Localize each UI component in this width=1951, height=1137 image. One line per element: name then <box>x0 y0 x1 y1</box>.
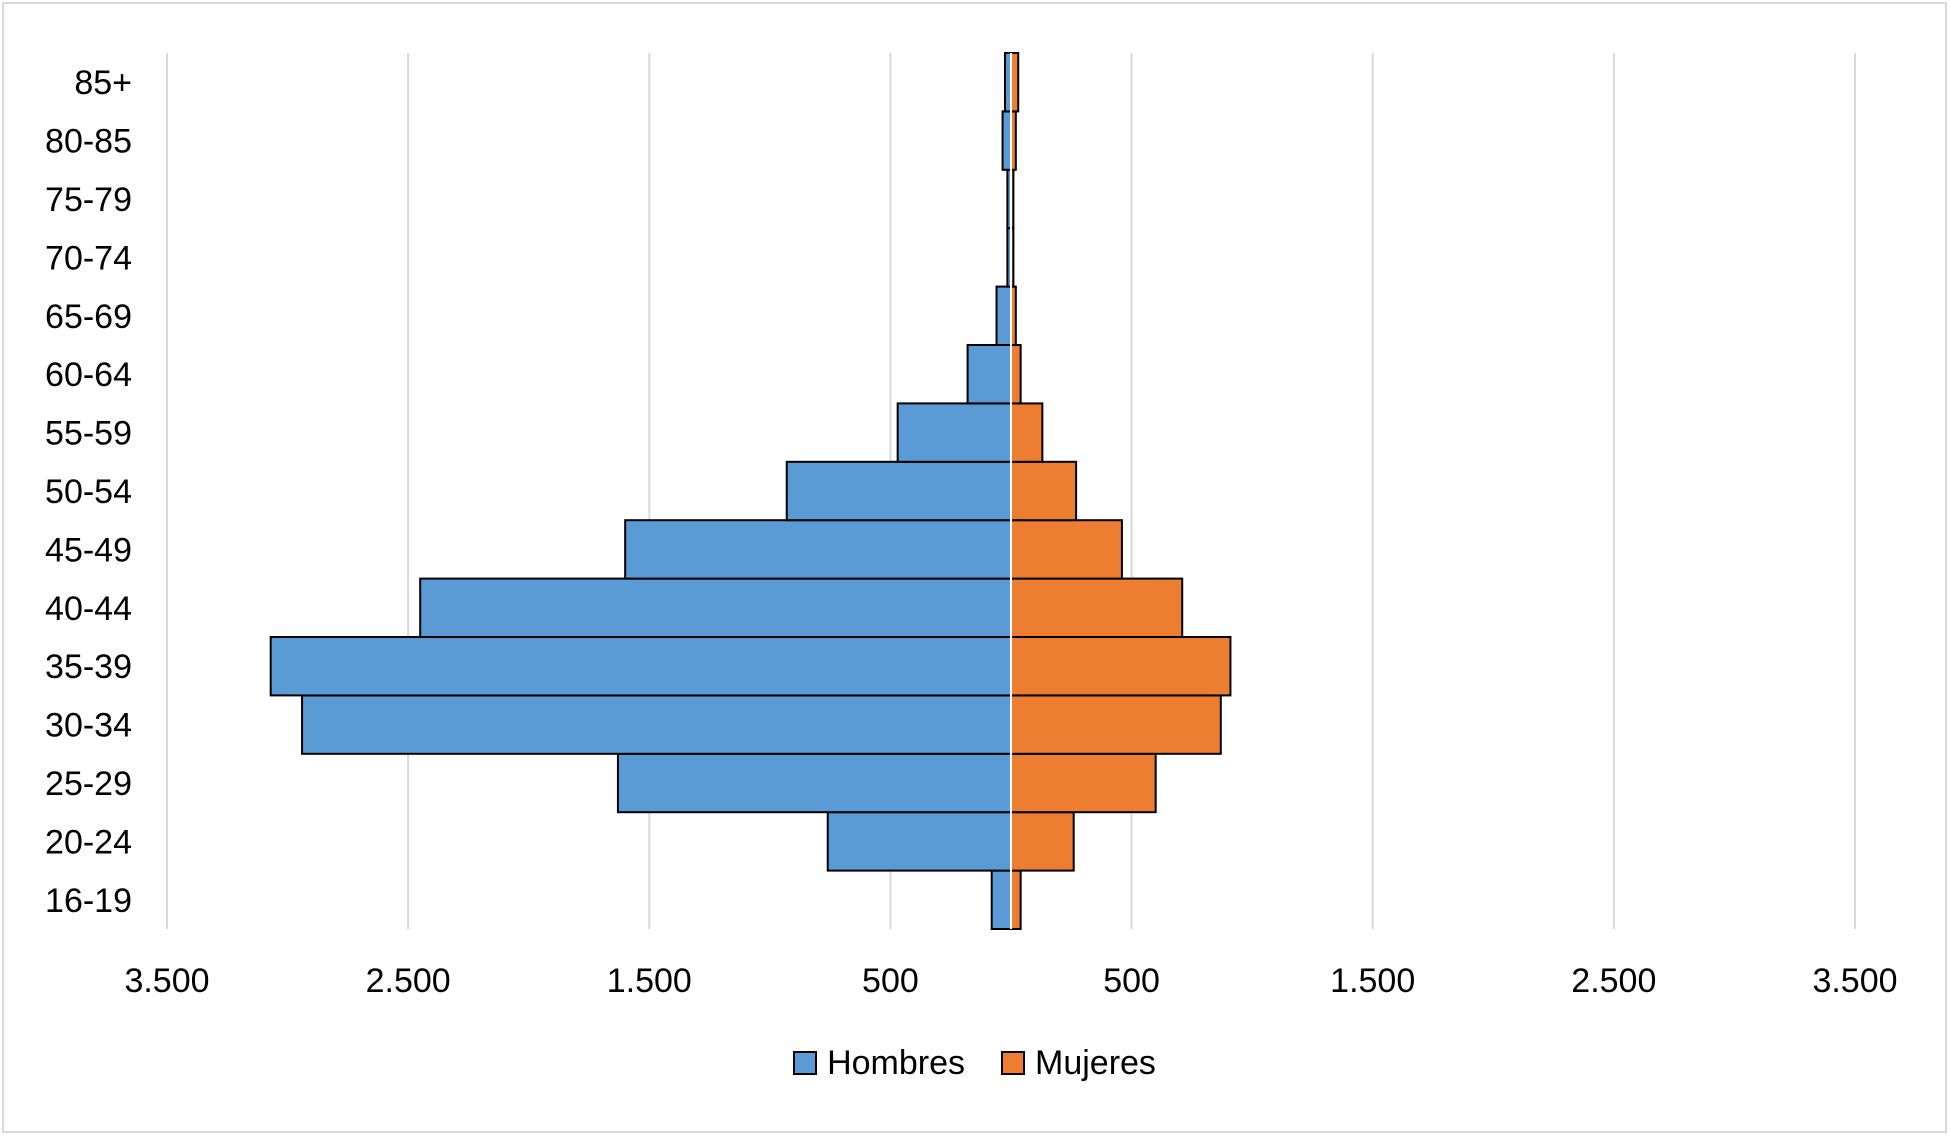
bar-hombres-65-69 <box>995 285 1013 347</box>
bar-mujeres-55-59 <box>1010 402 1044 463</box>
x-tick-label-5: 1.500 <box>1330 962 1415 1000</box>
y-tick-label-50-54: 50-54 <box>45 473 132 511</box>
x-tick-label-0: 3.500 <box>124 962 209 1000</box>
y-tick-label-35-39: 35-39 <box>45 648 132 686</box>
legend: Hombres Mujeres <box>4 1046 1945 1080</box>
bar-mujeres-60-64 <box>1010 344 1022 405</box>
y-tick-label-55-59: 55-59 <box>45 415 132 453</box>
y-tick-label-16-19: 16-19 <box>45 882 132 920</box>
y-tick-label-30-34: 30-34 <box>45 707 132 745</box>
bar-mujeres-20-24 <box>1010 811 1075 872</box>
bar-hombres-35-39 <box>269 636 1013 697</box>
y-tick-label-75-79: 75-79 <box>45 181 132 219</box>
bar-mujeres-16-19 <box>1010 869 1022 930</box>
y-tick-label-45-49: 45-49 <box>45 531 132 569</box>
legend-swatch-hombres <box>793 1051 818 1075</box>
bar-hombres-40-44 <box>419 577 1012 638</box>
bar-mujeres-30-34 <box>1010 694 1222 755</box>
y-tick-label-70-74: 70-74 <box>45 239 132 277</box>
y-tick-labels: 16-19 20-24 25-29 30-34 35-39 40-44 45-49 50-54… <box>45 64 132 920</box>
bar-mujeres-85+ <box>1010 52 1020 113</box>
x-tick-label-6: 2.500 <box>1571 962 1656 1000</box>
x-tick-labels: 3.500 2.500 1.500 500 500 1.500 2.500 3.500 <box>124 962 1897 1000</box>
y-tick-label-40-44: 40-44 <box>45 590 132 628</box>
y-tick-label-25-29: 25-29 <box>45 765 132 803</box>
legend-label-hombres: Hombres <box>827 1044 965 1082</box>
bar-hombres-45-49 <box>624 519 1013 580</box>
y-tick-label-65-69: 65-69 <box>45 298 132 336</box>
bar-hombres-30-34 <box>301 694 1013 755</box>
x-tick-label-2: 1.500 <box>607 962 692 1000</box>
y-tick-label-80-85: 80-85 <box>45 123 132 161</box>
bars <box>269 52 1232 930</box>
y-tick-label-20-24: 20-24 <box>45 823 132 861</box>
bar-hombres-25-29 <box>616 752 1012 814</box>
bar-mujeres-50-54 <box>1010 460 1078 522</box>
x-tick-label-7: 3.500 <box>1812 962 1897 1000</box>
bar-mujeres-35-39 <box>1010 636 1232 697</box>
x-tick-label-3: 500 <box>862 962 919 1000</box>
bar-hombres-50-54 <box>785 460 1012 522</box>
population-pyramid-chart: 16-19 20-24 25-29 30-34 35-39 40-44 45-49 50-54… <box>45 52 1898 1000</box>
bar-hombres-55-59 <box>896 402 1012 463</box>
bar-hombres-16-19 <box>990 869 1012 930</box>
legend-swatch-mujeres <box>1001 1051 1025 1075</box>
bar-hombres-60-64 <box>966 344 1013 405</box>
legend-item-mujeres: Mujeres <box>1001 1046 1156 1080</box>
gridlines <box>166 53 1856 929</box>
bar-mujeres-40-44 <box>1010 577 1184 638</box>
bar-hombres-80-85 <box>1001 110 1012 171</box>
x-tick-label-4: 500 <box>1103 962 1160 1000</box>
y-tick-label-60-64: 60-64 <box>45 356 132 394</box>
bar-mujeres-45-49 <box>1010 519 1123 580</box>
legend-label-mujeres: Mujeres <box>1035 1044 1156 1082</box>
bar-hombres-20-24 <box>826 811 1013 872</box>
y-tick-label-85+: 85+ <box>74 64 132 102</box>
legend-item-hombres: Hombres <box>793 1046 965 1080</box>
x-tick-label-1: 2.500 <box>366 962 451 1000</box>
bar-mujeres-25-29 <box>1010 752 1157 814</box>
